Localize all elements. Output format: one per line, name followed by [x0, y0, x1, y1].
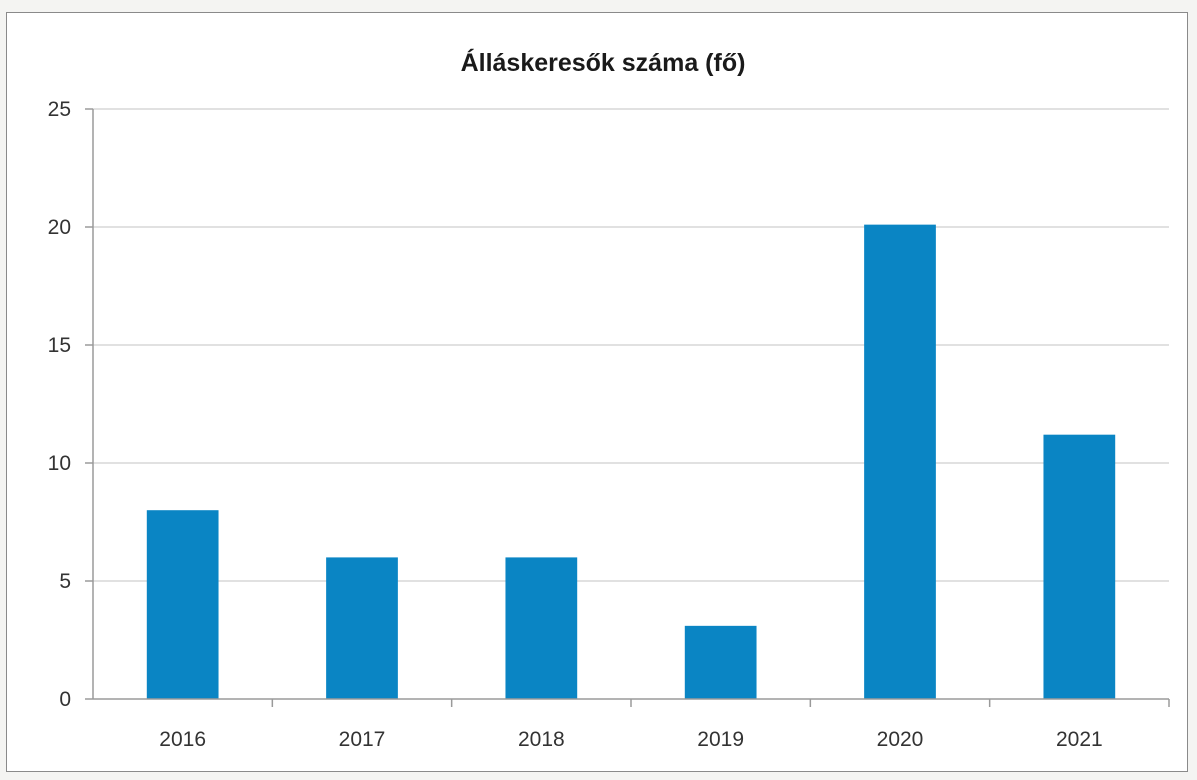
bar-2018: [505, 557, 578, 699]
chart-title: Álláskeresők száma (fő): [461, 48, 746, 77]
x-tick-label: 2017: [339, 728, 386, 751]
x-tick-label: 2019: [697, 728, 744, 751]
bar-2020: [864, 224, 936, 699]
y-tick-label: 25: [48, 98, 71, 121]
y-tick-label: 10: [48, 452, 71, 475]
bar-2021: [1043, 434, 1116, 699]
axes: [85, 108, 1170, 707]
y-tick-label: 20: [48, 216, 71, 239]
y-tick-label: 15: [48, 334, 71, 357]
bars: [146, 224, 1116, 699]
y-axis-tick-labels: 0 5 10 15 20 25: [48, 98, 71, 711]
y-tick-label: 0: [59, 688, 71, 711]
x-tick-label: 2020: [877, 728, 924, 751]
gridlines: [93, 108, 1169, 582]
x-tick-label: 2021: [1056, 728, 1103, 751]
x-tick-label: 2016: [159, 728, 206, 751]
x-tick-label: 2018: [518, 728, 565, 751]
bar-2019: [684, 625, 757, 699]
bar-2017: [326, 557, 398, 699]
y-tick-label: 5: [59, 570, 71, 593]
bar-2016: [146, 510, 219, 699]
x-axis-tick-labels: 2016 2017 2018 2019 2020 2021: [159, 728, 1102, 751]
chart-frame: Álláskeresők száma (fő) 0 5 10 15 20 25 2016 2…: [6, 12, 1188, 772]
